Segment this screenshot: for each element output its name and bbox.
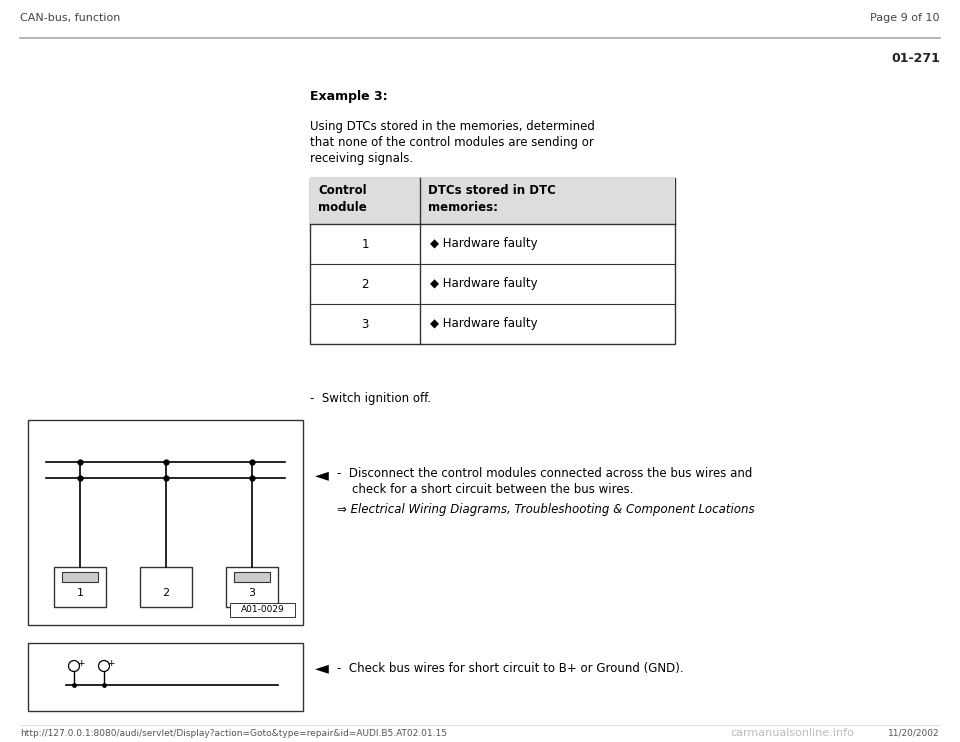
Text: carmanualsonline.info: carmanualsonline.info	[730, 728, 853, 738]
Text: 11/20/2002: 11/20/2002	[888, 729, 940, 738]
Text: ⇒ Electrical Wiring Diagrams, Troubleshooting & Component Locations: ⇒ Electrical Wiring Diagrams, Troublesho…	[337, 503, 755, 516]
Text: Example 3:: Example 3:	[310, 90, 388, 103]
Text: Page 9 of 10: Page 9 of 10	[871, 13, 940, 23]
Circle shape	[68, 660, 80, 672]
Bar	[230, 603, 295, 617]
Text: -  Disconnect the control modules connected across the bus wires and: - Disconnect the control modules connect…	[337, 467, 753, 480]
Text: ◆ Hardware faulty: ◆ Hardware faulty	[430, 237, 538, 251]
Bar	[54, 567, 106, 607]
Text: -  Check bus wires for short circuit to B+ or Ground (GND).: - Check bus wires for short circuit to B…	[337, 662, 684, 675]
Bar	[28, 643, 303, 711]
Text: 3: 3	[361, 318, 369, 330]
Bar	[234, 572, 270, 582]
Text: +: +	[108, 658, 115, 668]
Text: ◆ Hardware faulty: ◆ Hardware faulty	[430, 318, 538, 330]
Bar	[310, 178, 675, 224]
Text: -  Switch ignition off.: - Switch ignition off.	[310, 392, 431, 405]
Text: ◄: ◄	[315, 466, 329, 484]
Bar	[310, 178, 675, 344]
Text: CAN-bus, function: CAN-bus, function	[20, 13, 120, 23]
Text: 1: 1	[77, 588, 84, 598]
Text: 1: 1	[361, 237, 369, 251]
Text: 2: 2	[361, 278, 369, 291]
Bar	[28, 420, 303, 625]
Text: check for a short circuit between the bus wires.: check for a short circuit between the bu…	[337, 483, 634, 496]
Text: http://127.0.0.1:8080/audi/servlet/Display?action=Goto&type=repair&id=AUDI.B5.AT: http://127.0.0.1:8080/audi/servlet/Displ…	[20, 729, 447, 738]
Text: +: +	[77, 658, 84, 668]
Text: 2: 2	[162, 588, 170, 598]
Text: Control
module: Control module	[318, 184, 367, 214]
Text: Using DTCs stored in the memories, determined: Using DTCs stored in the memories, deter…	[310, 120, 595, 133]
Text: ◆ Hardware faulty: ◆ Hardware faulty	[430, 278, 538, 291]
Text: DTCs stored in DTC
memories:: DTCs stored in DTC memories:	[428, 184, 556, 214]
Bar	[62, 572, 98, 582]
Circle shape	[99, 660, 109, 672]
Text: that none of the control modules are sending or: that none of the control modules are sen…	[310, 136, 594, 149]
Text: ◄: ◄	[315, 659, 329, 677]
Text: receiving signals.: receiving signals.	[310, 152, 413, 165]
Text: A01-0029: A01-0029	[241, 605, 284, 614]
Bar	[226, 567, 278, 607]
Bar	[140, 567, 192, 607]
Text: 3: 3	[249, 588, 255, 598]
Text: 01-271: 01-271	[891, 51, 940, 65]
